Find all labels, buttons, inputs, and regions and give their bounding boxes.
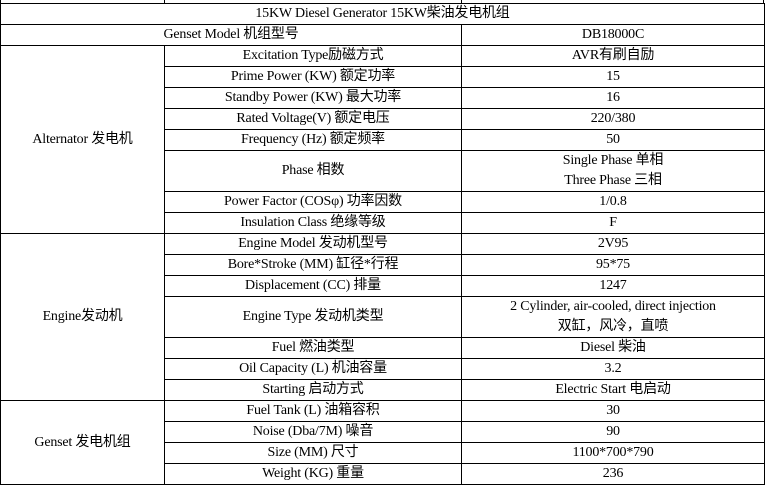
title-row: 15KW Diesel Generator 15KW柴油发电机组: [0, 3, 765, 25]
model-value: DB18000C: [461, 24, 765, 46]
spec-label: Engine Model 发动机型号: [164, 233, 462, 255]
spec-label: Rated Voltage(V) 额定电压: [164, 108, 462, 130]
spec-label: Engine Type 发动机类型: [164, 296, 462, 338]
spec-value: 3.2: [461, 358, 765, 380]
spec-label: Insulation Class 绝缘等级: [164, 212, 462, 234]
spec-value: 236: [461, 463, 765, 485]
spec-row: Insulation Class 绝缘等级 F: [1, 212, 765, 234]
spec-label: Noise (Dba/7M) 噪音: [164, 421, 462, 443]
spec-value: AVR有刷自励: [461, 45, 765, 67]
group-label: Alternator 发电机: [0, 45, 165, 234]
spec-row: Engine发动机 Engine Model 发动机型号 2V95: [0, 233, 765, 401]
spec-value: Diesel 柴油: [461, 337, 765, 359]
spec-value: 16: [461, 87, 765, 109]
spec-value: 15: [461, 66, 765, 88]
spec-row: Size (MM) 尺寸 1100*700*790: [1, 442, 765, 464]
spec-row: Genset 发电机组 Fuel Tank (L) 油箱容积 30: [0, 400, 765, 485]
spec-value: 1/0.8: [461, 191, 765, 213]
spec-value: Electric Start 电启动: [461, 379, 765, 401]
spec-row: Oil Capacity (L) 机油容量 3.2: [1, 358, 765, 380]
spec-row: Starting 启动方式 Electric Start 电启动: [1, 379, 765, 401]
group-label: Genset 发电机组: [0, 400, 165, 485]
spec-label: Starting 启动方式: [164, 379, 462, 401]
spec-label: Excitation Type励磁方式: [164, 45, 462, 67]
spec-label: Weight (KG) 重量: [164, 463, 462, 485]
spec-value: 95*75: [461, 254, 765, 276]
spec-value: 30: [461, 400, 765, 422]
spec-label: Prime Power (KW) 额定功率: [164, 66, 462, 88]
spec-label: Oil Capacity (L) 机油容量: [164, 358, 462, 380]
spec-value: 1100*700*790: [461, 442, 765, 464]
spec-row: Alternator 发电机 Excitation Type励磁方式 AVR有刷自励: [0, 45, 765, 234]
spec-label: Size (MM) 尺寸: [164, 442, 462, 464]
spec-row: Standby Power (KW) 最大功率 16: [1, 87, 765, 109]
spec-value: 50: [461, 129, 765, 151]
model-row: Genset Model 机组型号 DB18000C: [0, 24, 765, 46]
spec-label: Standby Power (KW) 最大功率: [164, 87, 462, 109]
spec-value: 2V95: [461, 233, 765, 255]
spec-label: Fuel 燃油类型: [164, 337, 462, 359]
previous-table-edge: [0, 0, 764, 3]
spec-row: Power Factor (COSφ) 功率因数 1/0.8: [1, 191, 765, 213]
spec-value: 220/380: [461, 108, 765, 130]
spec-value: 90: [461, 421, 765, 443]
spec-value-line: Three Phase 三相: [564, 173, 662, 188]
spec-label: Fuel Tank (L) 油箱容积: [164, 400, 462, 422]
spec-value: F: [461, 212, 765, 234]
spec-value: 1247: [461, 275, 765, 297]
spec-label: Power Factor (COSφ) 功率因数: [164, 191, 462, 213]
spec-row: Rated Voltage(V) 额定电压 220/380: [1, 108, 765, 130]
spec-row: Noise (Dba/7M) 噪音 90: [1, 421, 765, 443]
spec-value-line: 双缸，风冷，直喷: [557, 319, 669, 334]
spec-value-line: Single Phase 单相: [562, 153, 664, 168]
spec-label: Displacement (CC) 排量: [164, 275, 462, 297]
group-label: Engine发动机: [0, 233, 165, 401]
spec-value-line: 2 Cylinder, air-cooled, direct injection: [510, 299, 716, 314]
spec-table: 15KW Diesel Generator 15KW柴油发电机组 Genset …: [0, 3, 765, 485]
spec-label: Phase 相数: [164, 150, 462, 192]
spec-row: Prime Power (KW) 额定功率 15: [1, 66, 765, 88]
spec-label: Bore*Stroke (MM) 缸径*行程: [164, 254, 462, 276]
model-label: Genset Model 机组型号: [0, 24, 462, 46]
spec-value: 2 Cylinder, air-cooled, direct injection…: [461, 296, 765, 338]
spec-row: Weight (KG) 重量 236: [1, 463, 765, 485]
table-title: 15KW Diesel Generator 15KW柴油发电机组: [0, 3, 765, 25]
spec-label: Frequency (Hz) 额定频率: [164, 129, 462, 151]
spec-value: Single Phase 单相 Three Phase 三相: [461, 150, 765, 192]
spec-row: Displacement (CC) 排量 1247: [1, 275, 765, 297]
spec-row: Bore*Stroke (MM) 缸径*行程 95*75: [1, 254, 765, 276]
